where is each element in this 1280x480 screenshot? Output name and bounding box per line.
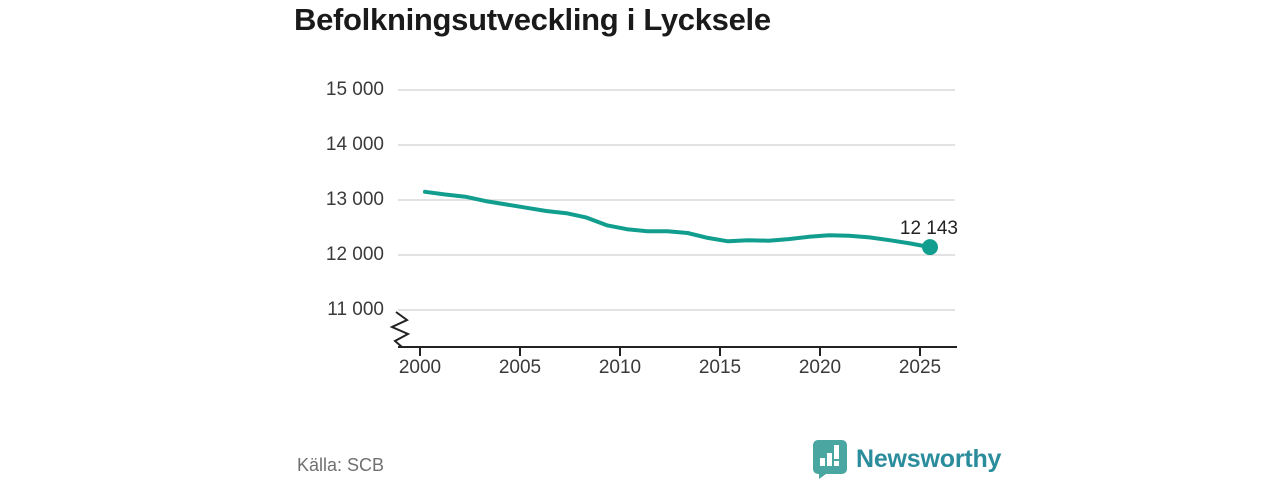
x-tick-label: 2010 bbox=[598, 357, 642, 378]
chart-title: Befolkningsutveckling i Lycksele bbox=[294, 2, 771, 37]
y-tick-label: 12 000 bbox=[325, 244, 384, 265]
source-label: Källa: SCB bbox=[297, 455, 385, 475]
axis-break-icon bbox=[389, 311, 411, 348]
last-value-label: 12 143 bbox=[899, 218, 958, 239]
y-tick-label: 13 000 bbox=[325, 189, 384, 210]
x-tick-label: 2005 bbox=[498, 357, 542, 378]
newsworthy-bars-bubble-icon bbox=[813, 440, 847, 479]
end-point-marker bbox=[922, 239, 938, 256]
brand-name: Newsworthy bbox=[856, 444, 1002, 473]
y-tick-label: 14 000 bbox=[325, 134, 384, 155]
y-tick-label: 15 000 bbox=[325, 79, 384, 100]
newsworthy-logo: Newsworthy bbox=[812, 439, 1001, 479]
x-tick-label: 2025 bbox=[898, 357, 942, 378]
population-line bbox=[423, 189, 932, 250]
x-tick-label: 2000 bbox=[398, 357, 442, 378]
y-tick-label: 11 000 bbox=[327, 299, 384, 320]
x-tick-label: 2015 bbox=[698, 357, 742, 378]
x-tick-label: 2020 bbox=[798, 357, 842, 378]
